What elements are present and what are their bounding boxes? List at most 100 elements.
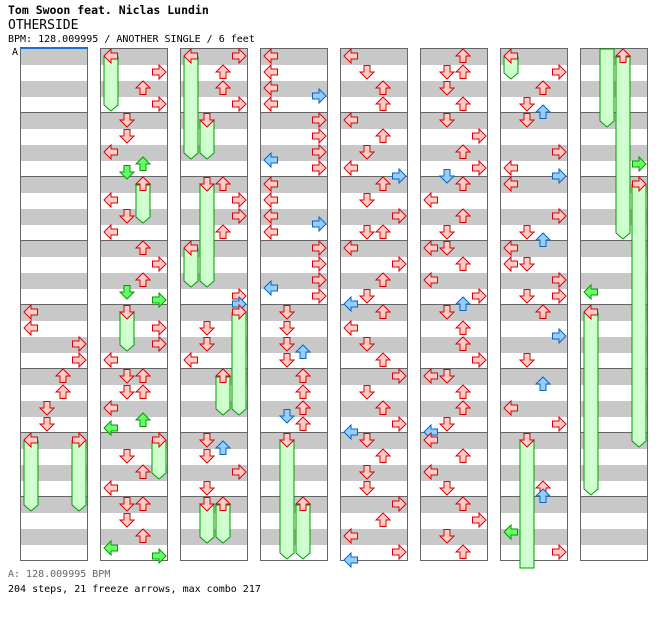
chart-column-6 — [420, 48, 488, 561]
arrow-right-icon — [632, 175, 647, 193]
arrow-down-icon — [278, 353, 296, 368]
arrow-down-icon — [118, 497, 136, 512]
arrow-left-icon — [263, 279, 278, 297]
arrow-down-icon — [518, 225, 536, 240]
arrow-down-icon — [438, 529, 456, 544]
arrow-up-icon — [374, 352, 392, 367]
arrow-down-icon — [118, 385, 136, 400]
arrow-right-icon — [232, 47, 247, 65]
arrow-up-icon — [134, 176, 152, 191]
arrow-up-icon — [294, 384, 312, 399]
arrow-right-icon — [312, 239, 327, 257]
freeze-arrow-left — [23, 440, 39, 512]
arrow-down-icon — [438, 417, 456, 432]
arrow-up-icon — [454, 96, 472, 111]
arrow-down-icon — [118, 165, 136, 180]
arrow-down-icon — [358, 465, 376, 480]
arrow-down-icon — [278, 433, 296, 448]
arrow-down-icon — [198, 449, 216, 464]
arrow-left-icon — [343, 551, 358, 569]
arrow-down-icon — [518, 289, 536, 304]
arrow-right-icon — [152, 547, 167, 565]
arrow-up-icon — [134, 240, 152, 255]
arrow-left-icon — [263, 207, 278, 225]
arrow-right-icon — [312, 143, 327, 161]
arrow-down-icon — [358, 193, 376, 208]
freeze-arrow-up — [615, 56, 631, 240]
arrow-up-icon — [134, 272, 152, 287]
arrow-down-icon — [278, 337, 296, 352]
arrow-up-icon — [214, 440, 232, 455]
arrow-down-icon — [278, 321, 296, 336]
arrow-up-icon — [134, 464, 152, 479]
arrow-up-icon — [374, 224, 392, 239]
arrow-right-icon — [392, 415, 407, 433]
arrow-right-icon — [232, 191, 247, 209]
arrow-down-icon — [118, 369, 136, 384]
arrow-down-icon — [438, 169, 456, 184]
arrow-down-icon — [438, 241, 456, 256]
arrow-left-icon — [263, 151, 278, 169]
arrow-right-icon — [552, 167, 567, 185]
arrow-left-icon — [423, 367, 438, 385]
freeze-arrow-left — [583, 312, 599, 496]
arrow-up-icon — [454, 400, 472, 415]
arrow-up-icon — [374, 128, 392, 143]
arrow-up-icon — [214, 80, 232, 95]
arrow-right-icon — [232, 303, 247, 321]
arrow-right-icon — [392, 167, 407, 185]
arrow-left-icon — [263, 63, 278, 81]
arrow-up-icon — [534, 232, 552, 247]
arrow-up-icon — [534, 80, 552, 95]
arrow-down-icon — [358, 289, 376, 304]
arrow-left-icon — [503, 255, 518, 273]
freeze-arrow-up — [295, 504, 311, 560]
arrow-down-icon — [118, 129, 136, 144]
arrow-up-icon — [214, 64, 232, 79]
arrow-right-icon — [232, 207, 247, 225]
arrow-right-icon — [552, 543, 567, 561]
arrow-down-icon — [438, 225, 456, 240]
arrow-left-icon — [423, 191, 438, 209]
arrow-up-icon — [214, 496, 232, 511]
arrow-up-icon — [454, 208, 472, 223]
arrow-right-icon — [312, 159, 327, 177]
freeze-arrow-down — [599, 48, 615, 128]
chart-column-8 — [580, 48, 648, 561]
arrow-up-icon — [534, 376, 552, 391]
arrow-up-icon — [214, 224, 232, 239]
arrow-left-icon — [23, 431, 38, 449]
bpm-legend: A: 128.009995 BPM — [8, 569, 111, 580]
arrow-right-icon — [232, 95, 247, 113]
arrow-down-icon — [518, 97, 536, 112]
chart-column-1 — [20, 47, 88, 561]
arrow-down-icon — [118, 285, 136, 300]
arrow-left-icon — [503, 523, 518, 541]
arrow-right-icon — [552, 327, 567, 345]
arrow-right-icon — [152, 335, 167, 353]
arrow-left-icon — [263, 175, 278, 193]
chart-column-4 — [260, 47, 328, 561]
arrow-left-icon — [263, 79, 278, 97]
freeze-arrow-right — [631, 184, 647, 448]
arrow-left-icon — [343, 239, 358, 257]
freeze-arrow-left — [103, 56, 119, 112]
bpm-marker-label: A — [12, 47, 19, 58]
arrow-down-icon — [438, 81, 456, 96]
arrow-up-icon — [134, 496, 152, 511]
arrow-right-icon — [72, 431, 87, 449]
arrow-right-icon — [392, 255, 407, 273]
arrow-right-icon — [232, 463, 247, 481]
song-artist: Tom Swoon feat. Niclas Lundin — [8, 3, 209, 17]
arrow-down-icon — [518, 257, 536, 272]
arrow-up-icon — [134, 156, 152, 171]
arrow-left-icon — [103, 143, 118, 161]
arrow-up-icon — [134, 368, 152, 383]
arrow-up-icon — [374, 400, 392, 415]
arrow-left-icon — [103, 539, 118, 557]
arrow-down-icon — [198, 321, 216, 336]
arrow-down-icon — [198, 113, 216, 128]
arrow-left-icon — [583, 283, 598, 301]
arrow-up-icon — [374, 512, 392, 527]
arrow-down-icon — [358, 433, 376, 448]
